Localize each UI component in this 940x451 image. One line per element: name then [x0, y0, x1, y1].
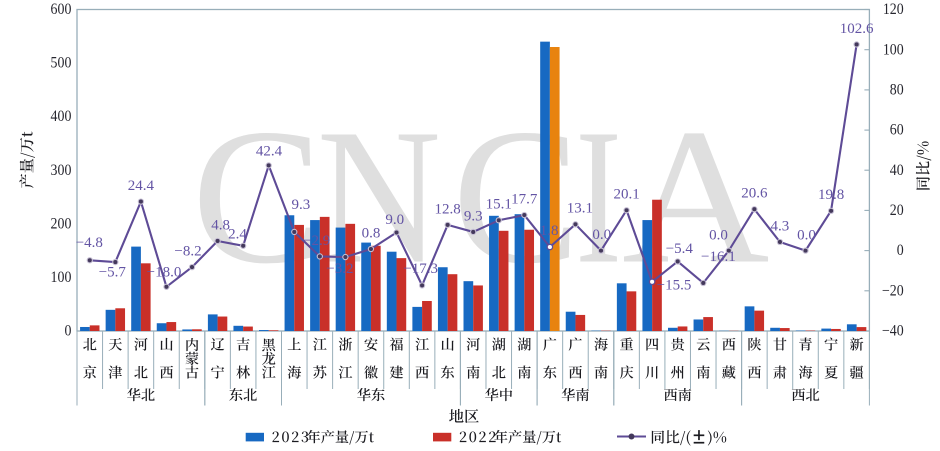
svg-text:102.6: 102.6 — [840, 21, 874, 37]
svg-text:0: 0 — [64, 323, 71, 340]
svg-text:20: 20 — [890, 202, 904, 219]
svg-text:4.8: 4.8 — [211, 217, 230, 233]
svg-text:0: 0 — [897, 242, 904, 259]
svg-text:600: 600 — [51, 1, 72, 18]
svg-text:−3.2: −3.2 — [326, 261, 353, 277]
svg-text:20.1: 20.1 — [613, 187, 639, 203]
svg-text:9.0: 9.0 — [385, 212, 404, 228]
svg-text:80: 80 — [890, 82, 904, 99]
svg-text:200: 200 — [51, 216, 72, 233]
svg-text:300: 300 — [51, 162, 72, 179]
svg-text:−15.5: −15.5 — [657, 278, 692, 294]
svg-text:2.4: 2.4 — [228, 227, 247, 243]
svg-text:0.0: 0.0 — [797, 228, 816, 244]
svg-text:60: 60 — [890, 122, 904, 139]
svg-text:−2.9: −2.9 — [303, 233, 330, 249]
svg-text:0.8: 0.8 — [362, 225, 381, 241]
svg-text:100: 100 — [51, 269, 72, 286]
svg-text:9.3: 9.3 — [464, 208, 483, 224]
svg-text:500: 500 — [51, 55, 72, 72]
svg-text:17.7: 17.7 — [511, 192, 538, 208]
svg-text:−4.8: −4.8 — [76, 235, 103, 251]
svg-text:−40: −40 — [882, 323, 904, 340]
svg-text:−16.1: −16.1 — [701, 249, 736, 265]
svg-text:40: 40 — [890, 162, 904, 179]
svg-text:−8.2: −8.2 — [174, 243, 201, 259]
svg-text:19.8: 19.8 — [818, 187, 844, 203]
svg-text:9.3: 9.3 — [292, 197, 311, 213]
svg-text:1.8: 1.8 — [540, 223, 559, 239]
svg-text:15.1: 15.1 — [486, 197, 512, 213]
svg-text:−5.7: −5.7 — [99, 265, 127, 281]
svg-text:120: 120 — [883, 1, 904, 18]
svg-text:24.4: 24.4 — [128, 178, 155, 194]
svg-text:4.3: 4.3 — [771, 218, 790, 234]
svg-text:I: I — [575, 88, 622, 304]
svg-text:20.6: 20.6 — [741, 186, 768, 202]
svg-text:13.1: 13.1 — [567, 201, 593, 217]
svg-text:−5.4: −5.4 — [666, 241, 694, 257]
svg-text:42.4: 42.4 — [256, 143, 283, 159]
svg-text:−20: −20 — [882, 283, 904, 300]
svg-text:0.0: 0.0 — [709, 228, 728, 244]
svg-text:400: 400 — [51, 108, 72, 125]
svg-text:100: 100 — [883, 42, 904, 59]
svg-text:0.0: 0.0 — [592, 227, 611, 243]
svg-text:−17.3: −17.3 — [403, 261, 438, 277]
svg-text:12.8: 12.8 — [434, 201, 460, 217]
svg-text:−18.0: −18.0 — [147, 265, 182, 281]
